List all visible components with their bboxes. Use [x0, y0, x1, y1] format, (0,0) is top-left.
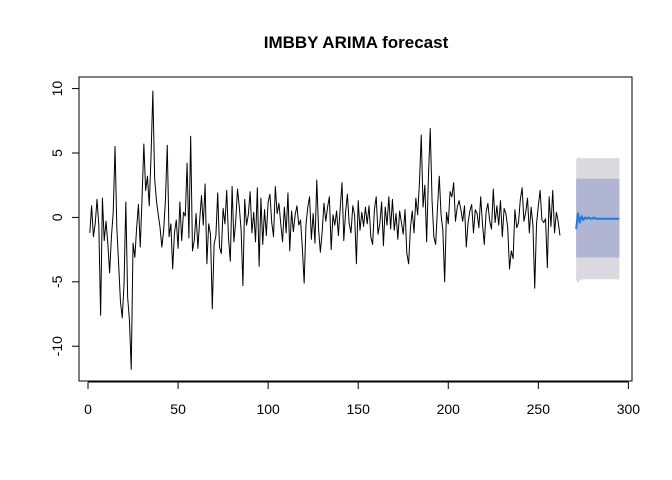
chart-title: IMBBY ARIMA forecast: [264, 33, 449, 52]
y-tick-label: -5: [49, 275, 65, 288]
y-tick-label: 0: [49, 213, 65, 221]
x-axis: 0 50 100 150 200 250 300: [84, 381, 641, 417]
y-tick-label: 10: [49, 81, 65, 97]
y-tick-label: -10: [49, 336, 65, 356]
forecast-mean-series: [575, 212, 620, 230]
x-tick-label: 50: [170, 401, 186, 417]
y-axis: -10 -5 0 5 10: [49, 81, 80, 356]
x-tick-label: 0: [84, 401, 92, 417]
x-tick-label: 100: [256, 401, 280, 417]
forecast-mean-line: [575, 212, 620, 230]
x-tick-label: 200: [437, 401, 461, 417]
x-tick-label: 250: [527, 401, 551, 417]
x-tick-label: 150: [347, 401, 371, 417]
y-tick-label: 5: [49, 149, 65, 157]
observed-line: [89, 90, 561, 370]
observed-series: [89, 90, 561, 370]
x-tick-label: 300: [617, 401, 641, 417]
